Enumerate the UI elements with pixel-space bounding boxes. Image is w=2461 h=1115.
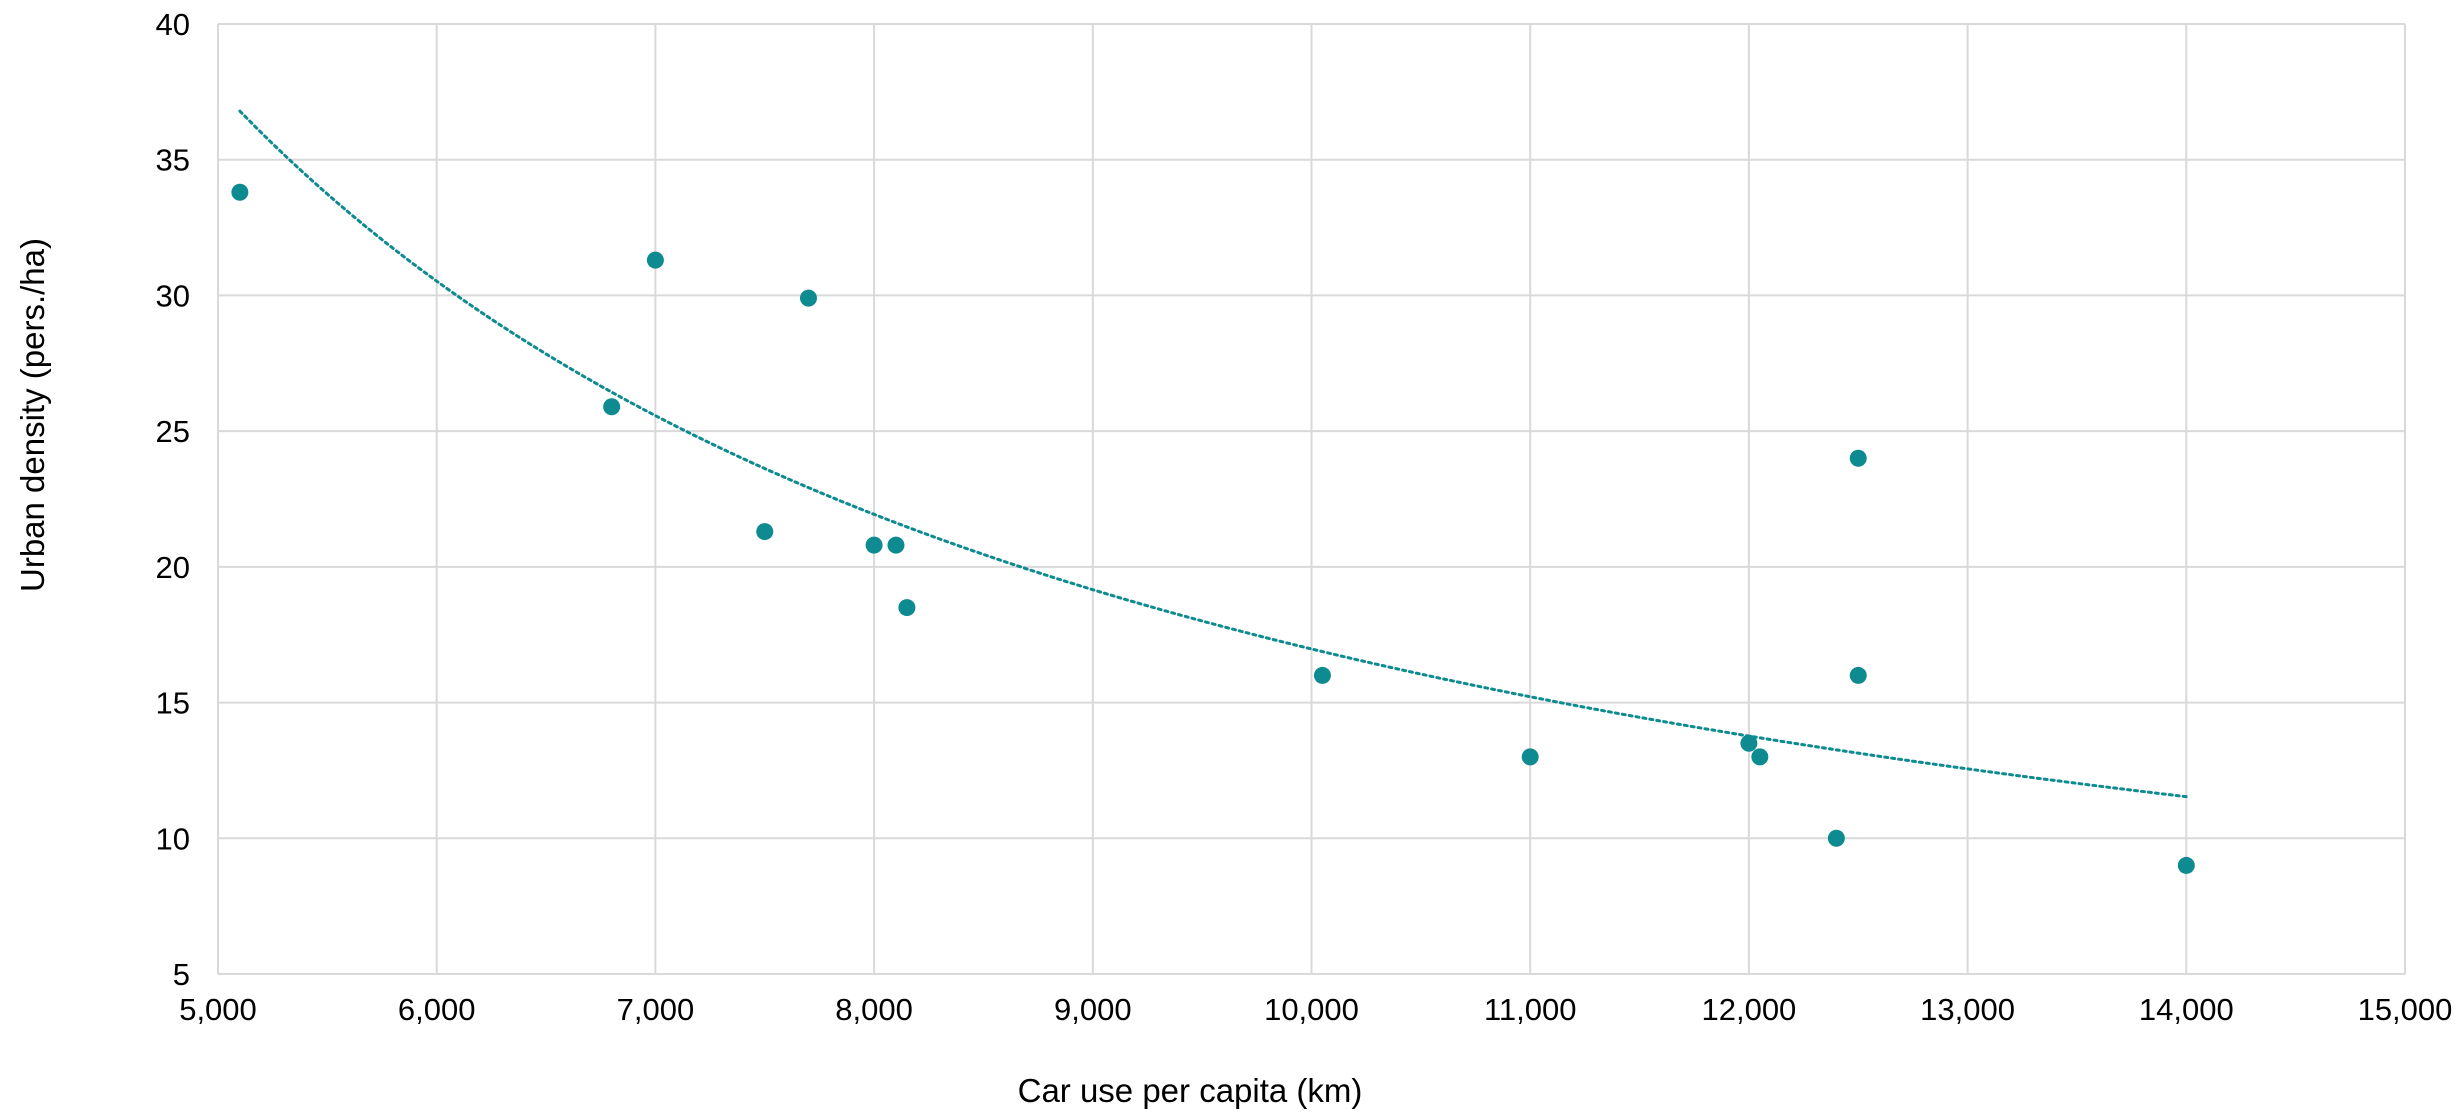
- data-point: [2177, 856, 2195, 874]
- x-tick-label: 8,000: [835, 992, 913, 1027]
- data-point: [1740, 734, 1758, 752]
- x-tick-label: 13,000: [1920, 992, 2015, 1027]
- x-tick-label: 7,000: [617, 992, 695, 1027]
- y-tick-label: 15: [156, 686, 190, 721]
- x-tick-label: 6,000: [398, 992, 476, 1027]
- data-point: [1313, 666, 1331, 684]
- data-point: [1521, 748, 1539, 766]
- x-tick-label: 10,000: [1264, 992, 1359, 1027]
- data-point: [1751, 748, 1769, 766]
- y-tick-label: 40: [156, 7, 190, 42]
- x-tick-label: 9,000: [1054, 992, 1132, 1027]
- y-tick-label: 10: [156, 821, 190, 856]
- tick-labels: 5,000 6,000 7,000 8,000 9,000 10,000 11,000 12,…: [156, 7, 2453, 1027]
- y-tick-label: 25: [156, 414, 190, 449]
- data-point: [646, 251, 664, 269]
- trendline-group: [238, 109, 2188, 799]
- data-point: [1849, 449, 1867, 467]
- x-tick-label: 14,000: [2139, 992, 2234, 1027]
- x-tick-label: 5,000: [179, 992, 257, 1027]
- y-tick-label: 20: [156, 550, 190, 585]
- trendline: [238, 109, 2188, 799]
- data-point: [1827, 829, 1845, 847]
- x-tick-label: 15,000: [2358, 992, 2453, 1027]
- data-point: [231, 183, 249, 201]
- y-tick-label: 35: [156, 143, 190, 178]
- data-point: [756, 523, 774, 541]
- x-tick-label: 11,000: [1484, 992, 1577, 1027]
- y-tick-label: 5: [173, 957, 190, 992]
- data-point: [887, 536, 905, 554]
- x-axis-title: Car use per capita (km): [1018, 1072, 1363, 1109]
- data-points: [231, 183, 2195, 874]
- x-tick-label: 12,000: [1701, 992, 1796, 1027]
- data-point: [865, 536, 883, 554]
- y-tick-label: 30: [156, 278, 190, 313]
- data-point: [1849, 666, 1867, 684]
- data-point: [603, 398, 621, 416]
- data-point: [898, 599, 916, 617]
- data-point: [799, 289, 817, 307]
- grid-lines: [217, 23, 2406, 975]
- y-axis-title: Urban density (pers./ha): [14, 238, 51, 592]
